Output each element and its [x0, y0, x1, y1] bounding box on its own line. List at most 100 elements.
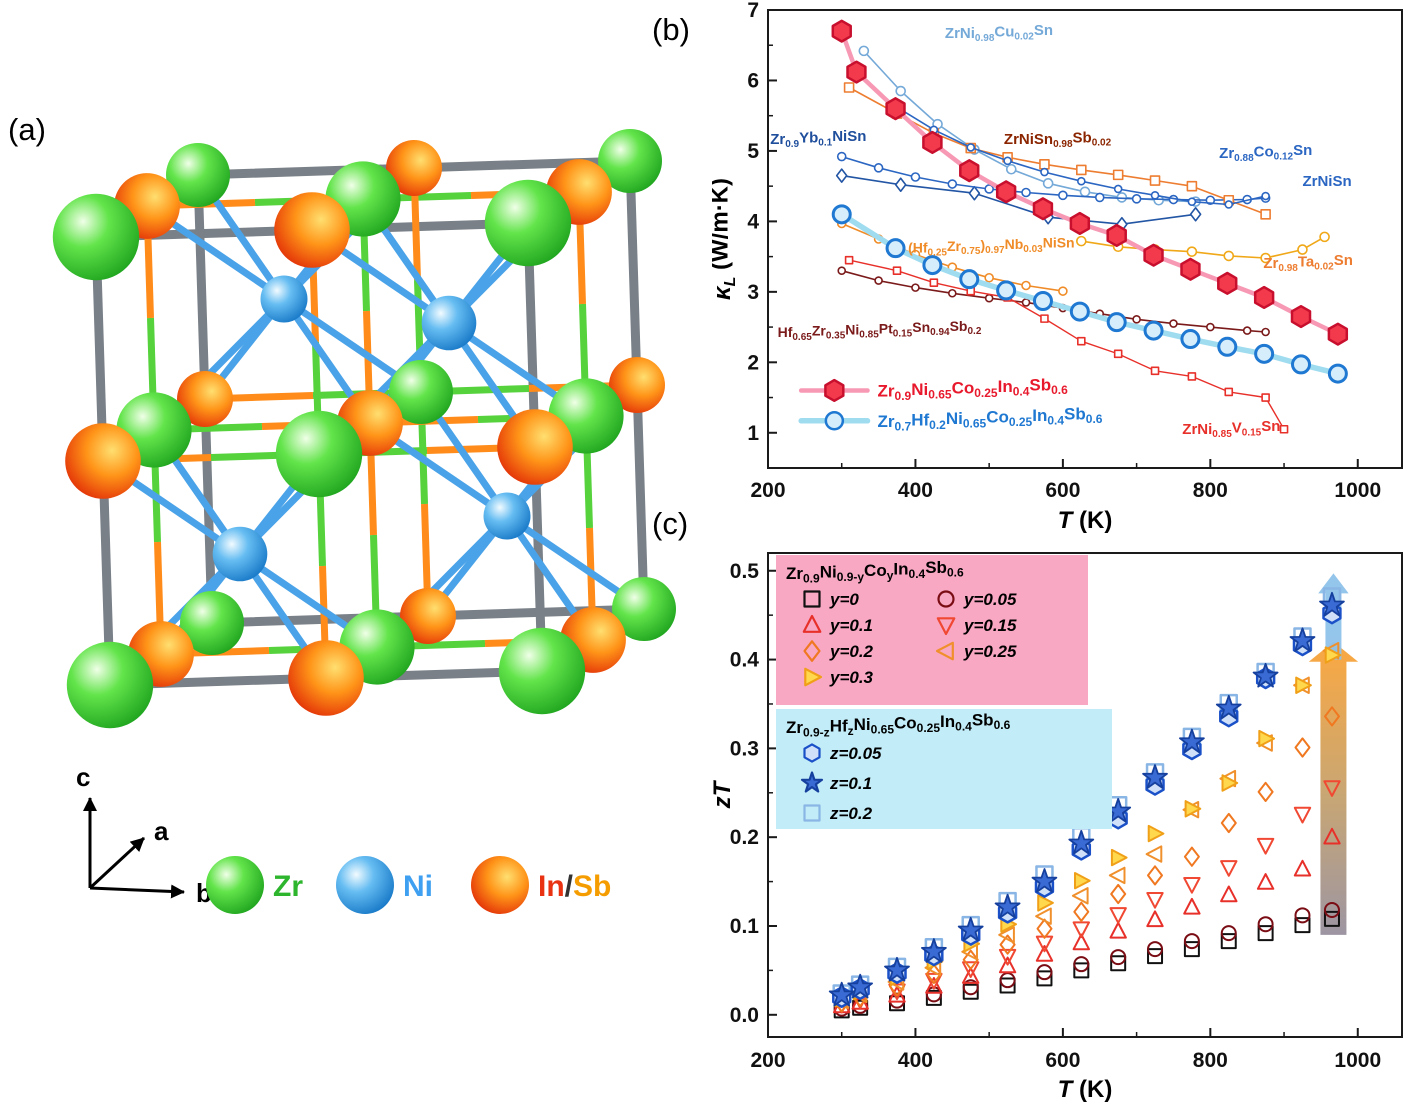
- legend-item-ni: Ni: [336, 856, 433, 914]
- series-y-0-15: [833, 780, 1341, 1014]
- zr-atom: [52, 193, 140, 281]
- series-y-0-05: [833, 902, 1340, 1017]
- annotation: Zr0.98Ta0.02Sn: [1263, 252, 1353, 274]
- panel-c-label: (c): [652, 506, 689, 541]
- x-tick-label: 600: [1045, 1049, 1080, 1072]
- legend-entry-label: z=0.1: [829, 774, 872, 793]
- legend-entry-label: y=0: [829, 590, 859, 609]
- legend-item-label: Zr: [273, 870, 303, 903]
- x-tick-label: 800: [1193, 1049, 1228, 1072]
- in-atom: [177, 371, 233, 427]
- zr-atom: [166, 143, 230, 207]
- series-zr0-9yb0-1nisn: [835, 168, 1202, 232]
- x-tick-label: 600: [1045, 479, 1080, 502]
- axis-arrows: abc: [76, 762, 212, 908]
- series-zrni0-85v0-15sn: [844, 255, 1289, 434]
- axis-label: c: [76, 762, 90, 792]
- x-tick-label: 1000: [1334, 1049, 1381, 1072]
- x-tick-label: 400: [898, 1049, 933, 1072]
- inline-legend: Zr0.9Ni0.65Co0.25In0.4Sb0.6Zr0.7Hf0.2Ni0…: [798, 375, 1103, 433]
- legend-item-zr: Zr: [206, 856, 303, 914]
- ni-atom: [212, 526, 268, 582]
- y-axis-title: κL (W/m·K): [712, 178, 739, 300]
- annotation: Zr0.88Co0.12Sn: [1219, 142, 1312, 164]
- legend-box: Zr0.9-zHfzNi0.65Co0.25In0.4Sb0.6 z=0.05 z=…: [776, 709, 1112, 829]
- legend-title: Zr0.9Ni0.9-yCoyIn0.4Sb0.6: [786, 558, 964, 586]
- legend-entry-label: y=0.15: [963, 616, 1017, 635]
- atoms: [52, 129, 676, 729]
- panel-a-label: (a): [8, 112, 46, 147]
- legend-item-in-sb: In/Sb: [471, 856, 611, 914]
- zr-atom: [484, 179, 572, 267]
- y-tick-label: 0.5: [730, 560, 760, 583]
- thermal-conductivity-chart: 200 400 600 800 1000 1 2 3 4 5 6 7 T (K) κL (W/m·K) Zr…: [712, 0, 1403, 534]
- y-tick-label: 0.1: [730, 915, 760, 938]
- legend-item-label: Ni: [403, 870, 433, 903]
- annotation: ZrNiSn: [1302, 173, 1351, 190]
- zr-sphere-icon: [206, 856, 264, 914]
- y-axis-title: zT: [712, 779, 736, 809]
- zr-atom: [389, 360, 453, 424]
- y-tick-label: 4: [747, 210, 759, 233]
- legend-label: Zr0.9Ni0.65Co0.25In0.4Sb0.6: [878, 375, 1069, 403]
- legend-label: Zr0.7Hf0.2Ni0.65Co0.25In0.4Sb0.6: [878, 404, 1103, 433]
- y-tick-label: 7: [747, 0, 759, 22]
- annotation: Zr0.9Yb0.1NiSn: [770, 128, 866, 150]
- legend-entry-label: y=0.05: [963, 590, 1017, 609]
- in-atom: [274, 192, 350, 268]
- structure-legend: Zr Ni In/Sb: [206, 856, 611, 914]
- arrow: [1308, 641, 1359, 935]
- x-tick-label: 200: [750, 1049, 785, 1072]
- axes: 200 400 600 800 1000 0.0 0.1 0.2 0.3 0.4 0.5: [730, 552, 1403, 1072]
- legend-entry-label: y=0.3: [829, 668, 874, 687]
- trend-arrows: [1308, 573, 1359, 935]
- in-atom: [609, 357, 665, 413]
- y-tick-label: 0.3: [730, 737, 759, 760]
- y-tick-label: 2: [747, 351, 759, 374]
- crystal-structure-panel: abc Zr Ni In/Sb: [52, 129, 676, 914]
- x-tick-label: 400: [898, 479, 933, 502]
- annotation: ZrNi0.85V0.15Sn: [1182, 418, 1280, 440]
- annotation: (Hf0.25Zr0.75)0.97Nb0.03NiSn: [908, 235, 1075, 259]
- y-tick-label: 0.2: [730, 826, 759, 849]
- legend-boxes: Zr0.9Ni0.9-yCoyIn0.4Sb0.6 y=0 y=0.1 y=0.2 y=…: [776, 555, 1112, 829]
- y-tick-label: 1: [747, 422, 759, 445]
- legend-entry-label: z=0.05: [829, 744, 882, 763]
- in-sb-sphere-icon: [471, 856, 529, 914]
- x-axis-title: T (K): [1058, 1076, 1113, 1102]
- legend-item-label: In/Sb: [538, 870, 611, 903]
- annotation: ZrNi0.98Cu0.02Sn: [945, 22, 1053, 44]
- series-zr0-9ni0-65co0-25in0-4sb0-6: [831, 19, 1349, 346]
- legend-entry-label: y=0.2: [829, 642, 874, 661]
- legend-box: Zr0.9Ni0.9-yCoyIn0.4Sb0.6 y=0 y=0.1 y=0.2 y=…: [776, 555, 1088, 705]
- legend-title: Zr0.9-zHfzNi0.65Co0.25In0.4Sb0.6: [786, 711, 1011, 740]
- ni-atom: [260, 275, 308, 323]
- zr-atom: [498, 627, 586, 715]
- zr-atom: [612, 577, 676, 641]
- y-tick-label: 0.4: [730, 649, 760, 672]
- zr-atom: [598, 129, 662, 193]
- legend-entry-label: y=0.1: [829, 616, 873, 635]
- series-zrnisn: [836, 151, 1271, 206]
- series-zrni0-98cu0-02sn: [858, 45, 1201, 207]
- y-tick-label: 5: [747, 140, 759, 163]
- axes: 200 400 600 800 1000 1 2 3 4 5 6 7: [747, 0, 1403, 502]
- annotation: Hf0.65Zr0.35Ni0.85Pt0.15Sn0.94Sb0.2: [778, 318, 982, 343]
- zt-chart: 200 400 600 800 1000 0.0 0.1 0.2 0.3 0.4 0.5 T (K) z…: [712, 552, 1403, 1102]
- in-atom: [386, 140, 442, 196]
- ni-atom: [483, 492, 531, 540]
- panel-b-label: (b): [652, 12, 690, 47]
- legend-entry-label: z=0.2: [829, 804, 873, 823]
- series-z-0-1: [828, 591, 1345, 1007]
- zr-atom: [180, 591, 244, 655]
- in-atom: [288, 640, 364, 716]
- x-tick-label: 1000: [1334, 479, 1381, 502]
- axis-label: a: [154, 816, 169, 846]
- series-zr0-7hf0-2ni0-65co0-25in0-4sb0-6: [831, 204, 1348, 384]
- in-atom: [65, 423, 141, 499]
- in-atom: [497, 409, 573, 485]
- legend-entry-label: y=0.25: [963, 642, 1017, 661]
- series-labels: ZrNi0.98Cu0.02Sn Zr0.9Yb0.1NiSn ZrNiSn0.98…: [770, 22, 1353, 440]
- y-tick-label: 6: [747, 69, 759, 92]
